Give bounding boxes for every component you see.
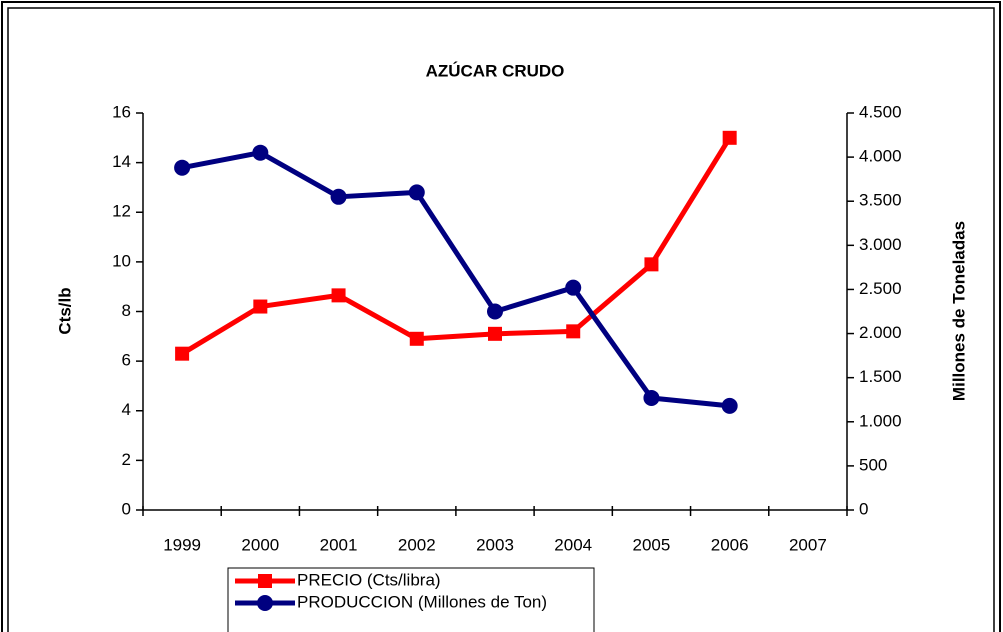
data-point	[643, 389, 660, 406]
data-point	[488, 326, 502, 341]
y2-tick-label: 2.000	[859, 323, 902, 342]
y-tick-label: 16	[112, 102, 131, 121]
data-point	[722, 130, 737, 145]
y2-tick-label: 1.500	[859, 367, 902, 386]
legend-marker	[258, 574, 272, 588]
y-tick-label: 6	[122, 351, 131, 370]
y2-tick-label: 2.500	[859, 279, 902, 298]
y-axis-label: Cts/lb	[55, 287, 74, 334]
y2-tick-label: 1.000	[859, 411, 902, 430]
x-tick-label: 2005	[633, 535, 671, 554]
legend-label: PRODUCCION (Millones de Ton)	[297, 592, 547, 611]
data-point	[644, 257, 659, 272]
data-point	[174, 159, 191, 176]
data-point	[331, 288, 346, 303]
x-tick-label: 2007	[789, 535, 827, 554]
data-point	[566, 324, 581, 339]
data-point	[253, 299, 268, 314]
x-tick-label: 2002	[398, 535, 436, 554]
chart-title: AZÚCAR CRUDO	[426, 61, 565, 80]
x-tick-label: 1999	[163, 535, 201, 554]
x-tick-label: 2006	[711, 535, 749, 554]
y2-tick-label: 0	[859, 499, 868, 518]
series-line	[180, 136, 732, 356]
data-point	[330, 188, 347, 205]
data-point	[409, 331, 424, 346]
legend-box	[227, 567, 595, 632]
y-tick-label: 4	[122, 400, 131, 419]
data-point	[565, 279, 582, 296]
y2-tick-label: 4.500	[859, 102, 902, 121]
series-line	[181, 150, 730, 409]
legend-label: PRECIO (Cts/libra)	[297, 570, 441, 589]
y-tick-label: 8	[122, 301, 131, 320]
inner-frame	[7, 7, 995, 632]
data-point	[487, 303, 503, 320]
y-tick-label: 12	[112, 202, 131, 221]
y2-tick-label: 3.500	[859, 191, 902, 210]
y2-axis-label: Millones de Toneladas	[949, 221, 968, 401]
y2-tick-label: 500	[859, 455, 887, 474]
y2-tick-label: 4.000	[859, 147, 902, 166]
data-point	[721, 397, 738, 414]
x-tick-label: 2004	[554, 535, 592, 554]
x-tick-label: 2001	[320, 535, 358, 554]
y2-tick-label: 3.000	[859, 235, 902, 254]
legend-marker	[257, 595, 273, 611]
x-tick-label: 2003	[476, 535, 514, 554]
data-point	[408, 184, 425, 201]
y-tick-label: 10	[112, 251, 131, 270]
y-tick-label: 14	[112, 152, 131, 171]
data-point	[252, 144, 269, 161]
data-point	[175, 346, 190, 361]
y-tick-label: 0	[122, 499, 131, 518]
x-tick-label: 2000	[241, 535, 279, 554]
y-tick-label: 2	[122, 450, 131, 469]
